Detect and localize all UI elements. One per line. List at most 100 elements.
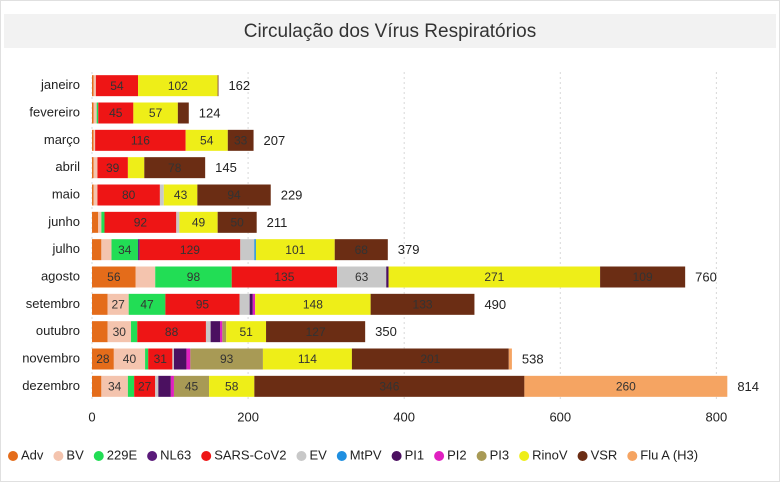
bar-segment (159, 184, 164, 206)
total-label: 124 (199, 105, 221, 120)
segment-label: 271 (484, 270, 504, 284)
bar-segment (92, 184, 94, 206)
bar-segment (137, 321, 206, 343)
bar-segment (92, 321, 108, 343)
segment-label: 57 (149, 106, 163, 120)
bar-segment (255, 239, 335, 261)
bar-segment (210, 321, 220, 343)
bar-segment (92, 157, 94, 179)
legend-marker (577, 451, 588, 461)
legend-label: MtPV (350, 447, 382, 462)
legend-label: PI3 (490, 447, 510, 462)
bar-segment (337, 266, 387, 288)
y-tick-label: setembro (26, 296, 80, 311)
bar-segment (217, 75, 219, 97)
bar-segment (179, 211, 218, 233)
bar-segment (386, 266, 389, 288)
legend-label: NL63 (160, 447, 191, 462)
segment-label: 260 (616, 380, 636, 394)
bar-segment (101, 239, 112, 261)
bar-segment (185, 129, 228, 151)
segment-label: 51 (239, 325, 253, 339)
y-tick-label: julho (52, 241, 80, 256)
bar-segment (148, 348, 173, 370)
legend-label: VSR (591, 447, 618, 462)
bar-segment (388, 266, 601, 288)
bar-segment (107, 321, 132, 343)
legend-marker (8, 451, 18, 461)
bar-segment (101, 211, 105, 233)
segment-label: 114 (298, 352, 317, 366)
bar-segment (93, 102, 97, 124)
segment-label: 346 (379, 380, 399, 394)
bar-segment (170, 375, 174, 397)
bar-segment (107, 293, 129, 315)
bar-segment (600, 266, 686, 288)
bar-segment (138, 239, 140, 261)
segment-label: 47 (140, 298, 154, 312)
x-tick-label: 600 (549, 409, 571, 424)
y-tick-label: fevereiro (29, 104, 80, 119)
bar-segment (197, 184, 271, 206)
bar-segment (95, 129, 186, 151)
segment-label: 68 (355, 243, 369, 257)
bar-segment (93, 184, 98, 206)
bar-segment (158, 375, 171, 397)
bar-segment (524, 375, 728, 397)
y-tick-label: outubro (36, 323, 80, 338)
bar-segment (226, 321, 267, 343)
bar-segment (145, 348, 149, 370)
segment-label: 133 (413, 298, 433, 312)
bar-segment (334, 239, 388, 261)
bar-segment (190, 348, 263, 370)
bar-segment (92, 348, 114, 370)
bar-segment (93, 75, 96, 97)
segment-label: 93 (220, 352, 234, 366)
bar-segment (227, 129, 254, 151)
bar-segment (128, 293, 166, 315)
segment-label: 30 (113, 325, 127, 339)
bar-segment (262, 348, 352, 370)
bar-segment (93, 157, 98, 179)
bar-segment (98, 102, 134, 124)
segment-label: 27 (111, 298, 125, 312)
bar-segment (165, 293, 240, 315)
segment-label: 88 (165, 325, 179, 339)
total-label: 145 (215, 160, 237, 175)
segment-label: 78 (168, 161, 182, 175)
segment-label: 31 (154, 352, 168, 366)
legend-label: RinoV (532, 447, 568, 462)
segment-label: 45 (109, 106, 123, 120)
segment-label: 50 (230, 216, 244, 230)
bar-segment (508, 348, 512, 370)
bar-segment (222, 321, 227, 343)
total-label: 162 (228, 78, 250, 93)
legend-label: SARS-CoV2 (214, 447, 286, 462)
x-tick-label: 400 (393, 409, 415, 424)
segment-label: 102 (168, 79, 188, 93)
legend-marker (476, 451, 487, 461)
legend-marker (627, 451, 638, 461)
segment-label: 127 (306, 325, 326, 339)
bar-segment (205, 321, 211, 343)
legend-label: Adv (21, 447, 44, 462)
segment-label: 43 (174, 188, 188, 202)
legend-marker (296, 451, 307, 461)
bar-segment (209, 375, 255, 397)
bar-segment (92, 266, 136, 288)
bar-segment (239, 293, 250, 315)
segment-label: 116 (131, 134, 150, 148)
segment-label: 28 (96, 352, 110, 366)
x-tick-label: 200 (237, 409, 259, 424)
legend-label: EV (309, 447, 327, 462)
total-label: 350 (375, 324, 397, 339)
segment-label: 54 (200, 134, 214, 148)
bar-segment (255, 293, 371, 315)
segment-label: 80 (122, 188, 136, 202)
bar-segment (139, 239, 241, 261)
bar-segment (92, 75, 94, 97)
x-tick-label: 800 (706, 409, 728, 424)
segment-label: 109 (633, 270, 653, 284)
bar-segment (370, 293, 475, 315)
